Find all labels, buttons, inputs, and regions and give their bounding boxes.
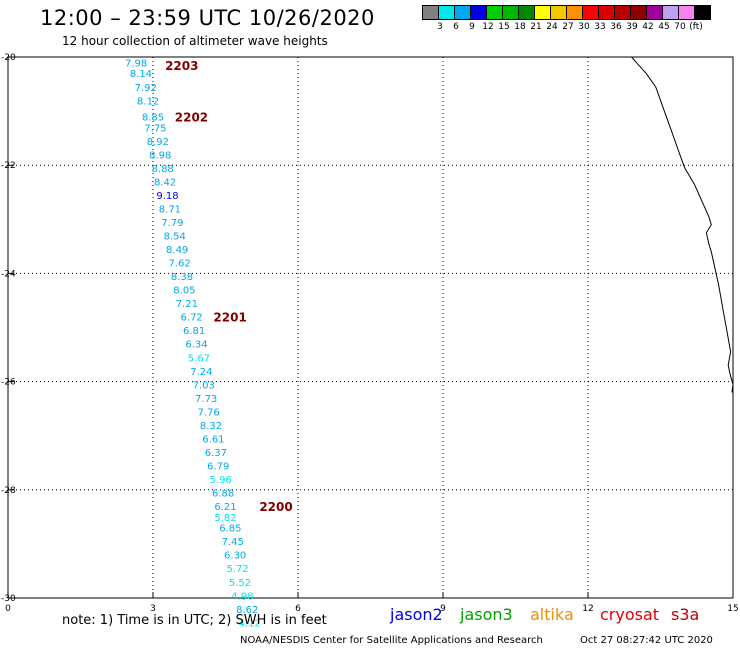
legend-label: 24 [546,22,558,32]
legend-label: 21 [530,22,542,32]
y-tick-label: -24 [1,269,16,279]
wave-height-label: 5.52 [229,578,251,589]
wave-height-label: 8.88 [152,164,174,175]
wave-height-label: 7.73 [195,394,217,405]
wave-height-label: 6.61 [202,434,224,445]
map-title: 12:00 – 23:59 UTC 10/26/2020 [40,6,375,30]
satellite-jason2: jason2 [390,605,443,624]
footer-timestamp: Oct 27 08:27:42 UTC 2020 [580,635,713,646]
legend-label: 27 [562,22,574,32]
satellite-jason3: jason3 [460,605,513,624]
legend-label: 42 [642,22,654,32]
legend-label: 3 [437,22,443,32]
wave-height-label: 8.38 [171,272,193,283]
wave-height-label: 5.96 [210,475,232,486]
legend-label: 15 [498,22,510,32]
wave-height-label: 7.76 [197,407,219,418]
wave-height-label: 6.30 [224,551,246,562]
legend-label: 30 [578,22,590,32]
y-tick-label: -28 [1,486,16,496]
legend-swatch [694,5,711,20]
legend-label: 6 [453,22,459,32]
wave-height-label: 6.21 [214,502,236,513]
y-tick-label: -22 [1,161,16,171]
legend-label: 9 [469,22,475,32]
wave-height-label: 6.37 [205,448,227,459]
wave-height-label: 8.32 [200,421,222,432]
pass-time-label: 2201 [213,311,246,325]
legend-label: 45 [658,22,670,32]
legend-labels: 3 6 9 12 15 18 21 24 27 30 33 36 39 42 45 70 (ft) [422,20,710,34]
x-tick-label: 9 [440,604,446,614]
x-tick-label: 3 [150,604,156,614]
x-tick-label: 12 [582,604,593,614]
color-legend: 3 6 9 12 15 18 21 24 27 30 33 36 39 42 45 70 (ft) [422,5,711,34]
y-tick-label: -20 [1,53,16,63]
wave-height-label: 6.81 [183,326,205,337]
wave-height-label: 7.79 [161,218,183,229]
coastline [631,56,734,393]
wave-height-label: 8.85 [142,113,164,124]
wave-height-label: 7.45 [222,537,244,548]
legend-label: 36 [610,22,622,32]
x-tick-label: 15 [727,604,738,614]
legend-label: 33 [594,22,606,32]
wave-height-label: 7.98 [125,58,147,69]
wave-height-label: 8.42 [154,177,176,188]
wave-height-label: 6.79 [207,461,229,472]
footer-credit: NOAA/NESDIS Center for Satellite Applica… [240,635,543,646]
wave-height-label: 8.71 [159,204,181,215]
pass-time-label: 2203 [165,59,198,73]
wave-height-label: 4.98 [231,591,253,602]
wave-height-label: 7.21 [176,299,198,310]
y-tick-label: -26 [1,378,16,388]
wave-height-label: 7.75 [144,123,166,134]
wave-height-label: 4.12 [239,618,261,629]
x-tick-label: 6 [295,604,301,614]
wave-height-label: 7.62 [168,259,190,270]
satellite-cryosat: cryosat [600,605,660,624]
wave-height-label: 6.72 [181,313,203,324]
wave-height-label: 8.49 [166,245,188,256]
map-frame [7,56,734,599]
satellite-s3a: s3a [671,605,700,624]
map-subtitle: 12 hour collection of altimeter wave hei… [62,34,328,48]
legend-label: 70 [674,22,686,32]
wave-height-label: 6.85 [219,524,241,535]
legend-label: 12 [482,22,494,32]
wave-height-label: 7.24 [190,367,212,378]
wave-height-label: 8.54 [164,232,186,243]
wave-height-label: 7.92 [135,83,157,94]
y-tick-label: -30 [1,594,16,604]
legend-swatches [422,5,711,20]
legend-label: 39 [626,22,638,32]
wave-height-label: 7.03 [193,380,215,391]
wave-height-label: 5.82 [214,513,236,524]
pass-time-label: 2200 [259,500,292,514]
wave-height-label: 5.72 [226,564,248,575]
wave-height-label: 8.14 [130,69,152,80]
wave-height-label: 8.05 [173,286,195,297]
wave-height-label: 6.88 [212,489,234,500]
wave-height-label: 8.12 [137,96,159,107]
wave-height-label: 8.92 [147,137,169,148]
wave-height-label: 9.18 [156,191,178,202]
x-tick-label: 0 [5,604,11,614]
legend-label: 18 [514,22,526,32]
wave-height-label: 6.34 [185,340,207,351]
satellite-altika: altika [530,605,574,624]
units-note: note: 1) Time is in UTC; 2) SWH is in fe… [62,613,327,628]
wave-height-label: 8.62 [236,605,258,616]
wave-height-label: 8.98 [149,150,171,161]
wave-height-label: 5.67 [188,353,210,364]
pass-time-label: 2202 [175,111,208,125]
legend-label: (ft) [689,22,703,32]
